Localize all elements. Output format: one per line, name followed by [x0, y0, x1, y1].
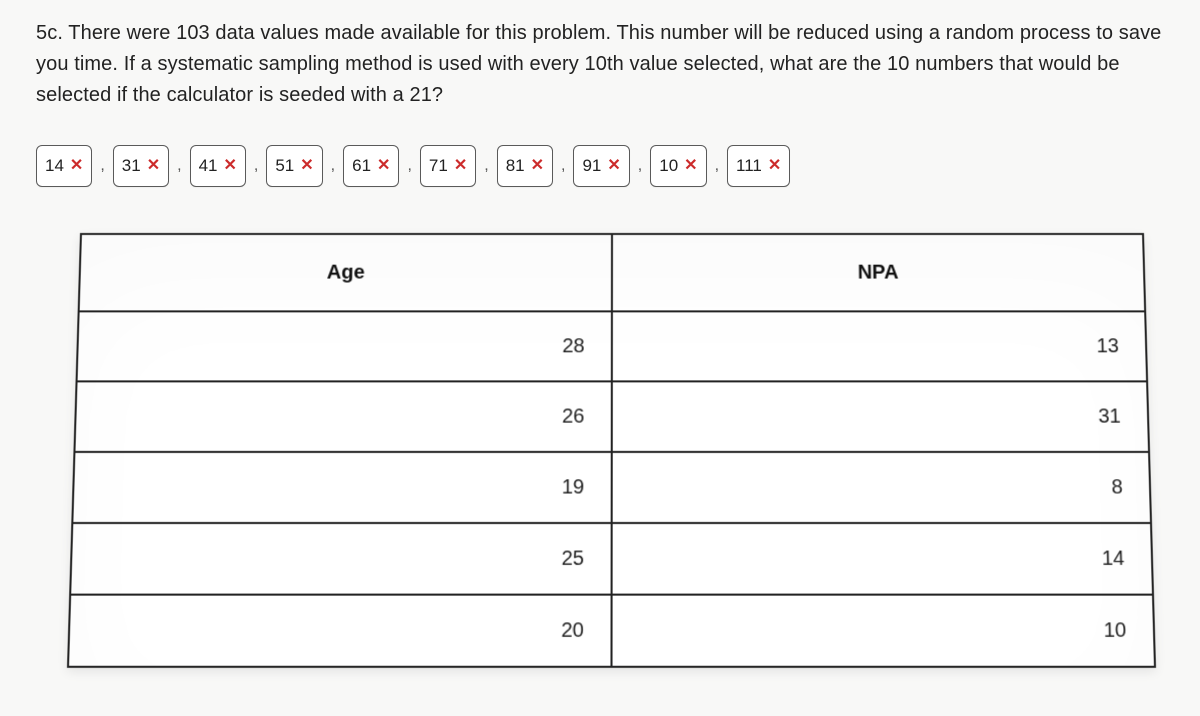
separator: ,	[484, 157, 488, 175]
separator: ,	[561, 157, 565, 175]
incorrect-icon: ✕	[70, 158, 83, 174]
table-row: 20 10	[68, 595, 1155, 667]
answer-value: 111	[736, 156, 762, 176]
question-text: 5c. There were 103 data values made avai…	[36, 18, 1164, 111]
separator: ,	[638, 157, 642, 175]
incorrect-icon: ✕	[300, 158, 313, 174]
data-table: Age NPA 28 13 26 31 19 8 25	[67, 233, 1156, 668]
answer-value: 10	[659, 156, 678, 176]
answer-box[interactable]: 14 ✕	[36, 145, 92, 187]
answer-value: 81	[506, 156, 525, 176]
incorrect-icon: ✕	[223, 158, 236, 174]
answer-box[interactable]: 51 ✕	[266, 145, 322, 187]
separator: ,	[331, 157, 335, 175]
column-header-age: Age	[79, 234, 612, 311]
npa-cell: 13	[612, 311, 1147, 381]
incorrect-icon: ✕	[768, 158, 781, 174]
question-label: 5c.	[36, 22, 63, 44]
incorrect-icon: ✕	[684, 158, 697, 174]
incorrect-icon: ✕	[377, 158, 390, 174]
answer-box[interactable]: 10 ✕	[650, 145, 706, 187]
answer-box[interactable]: 91 ✕	[573, 145, 629, 187]
answer-value: 31	[122, 156, 141, 176]
separator: ,	[715, 157, 719, 175]
answer-box[interactable]: 81 ✕	[497, 145, 553, 187]
question-body: There were 103 data values made availabl…	[36, 22, 1161, 106]
npa-cell: 14	[612, 523, 1153, 595]
answer-value: 14	[45, 156, 64, 176]
npa-cell: 8	[612, 452, 1151, 523]
separator: ,	[254, 157, 258, 175]
age-cell: 28	[77, 311, 612, 381]
separator: ,	[100, 157, 104, 175]
answer-box[interactable]: 41 ✕	[190, 145, 246, 187]
answer-box[interactable]: 71 ✕	[420, 145, 476, 187]
data-table-wrap: Age NPA 28 13 26 31 19 8 25	[80, 233, 1144, 663]
table-header-row: Age NPA	[79, 234, 1146, 311]
age-cell: 25	[70, 523, 611, 595]
npa-cell: 10	[611, 595, 1154, 667]
age-cell: 20	[68, 595, 612, 667]
answer-value: 41	[199, 156, 218, 176]
separator: ,	[407, 157, 411, 175]
answer-value: 61	[352, 156, 371, 176]
answer-box[interactable]: 31 ✕	[113, 145, 169, 187]
age-cell: 26	[74, 381, 611, 452]
npa-cell: 31	[612, 381, 1149, 452]
answer-box[interactable]: 111 ✕	[727, 145, 790, 187]
answers-row: 14 ✕ , 31 ✕ , 41 ✕ , 51 ✕ , 61 ✕ , 71 ✕ …	[36, 145, 1164, 187]
separator: ,	[177, 157, 181, 175]
answer-box[interactable]: 61 ✕	[343, 145, 399, 187]
table-row: 26 31	[74, 381, 1149, 452]
table-row: 19 8	[72, 452, 1151, 523]
column-header-npa: NPA	[612, 234, 1145, 311]
incorrect-icon: ✕	[147, 158, 160, 174]
incorrect-icon: ✕	[531, 158, 544, 174]
page-root: 5c. There were 103 data values made avai…	[0, 0, 1200, 663]
age-cell: 19	[72, 452, 611, 523]
answer-value: 91	[582, 156, 601, 176]
incorrect-icon: ✕	[607, 158, 620, 174]
answer-value: 51	[275, 156, 294, 176]
table-row: 28 13	[77, 311, 1148, 381]
table-row: 25 14	[70, 523, 1153, 595]
answer-value: 71	[429, 156, 448, 176]
incorrect-icon: ✕	[454, 158, 467, 174]
